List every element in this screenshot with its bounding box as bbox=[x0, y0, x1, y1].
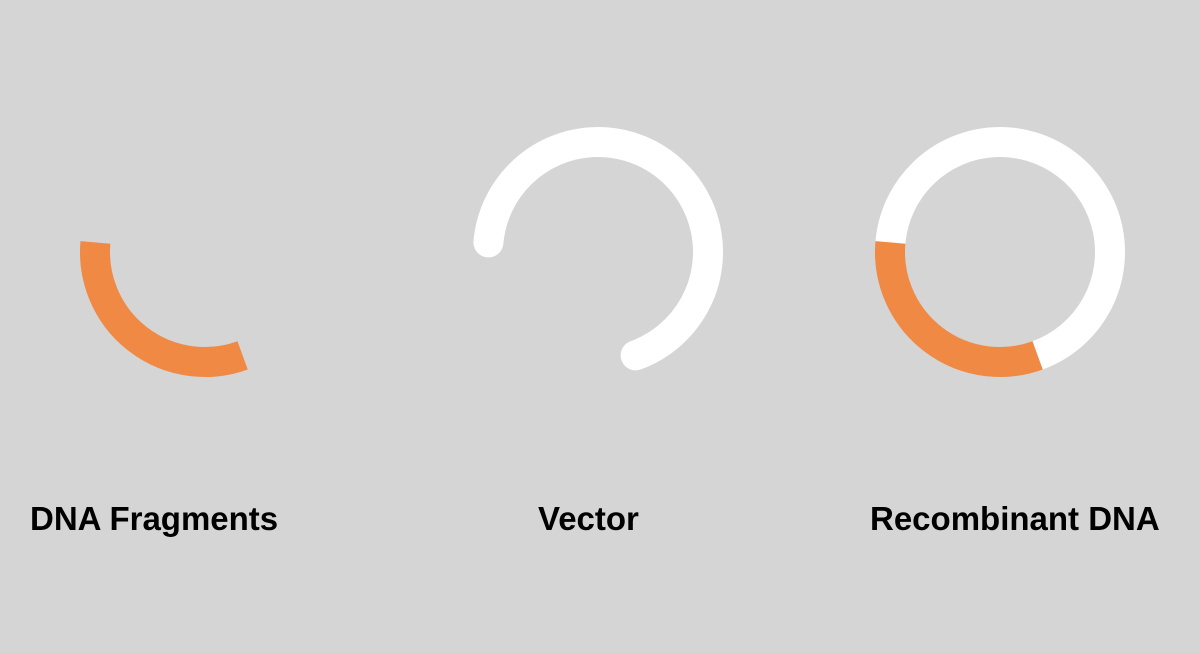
recombinant-dna-ring bbox=[0, 0, 1199, 653]
recombinant-dna-label: Recombinant DNA bbox=[870, 500, 1160, 538]
recombinant-dna-arc-fragment bbox=[890, 242, 1038, 362]
diagram-canvas: DNA FragmentsVectorRecombinant DNA bbox=[0, 0, 1199, 653]
